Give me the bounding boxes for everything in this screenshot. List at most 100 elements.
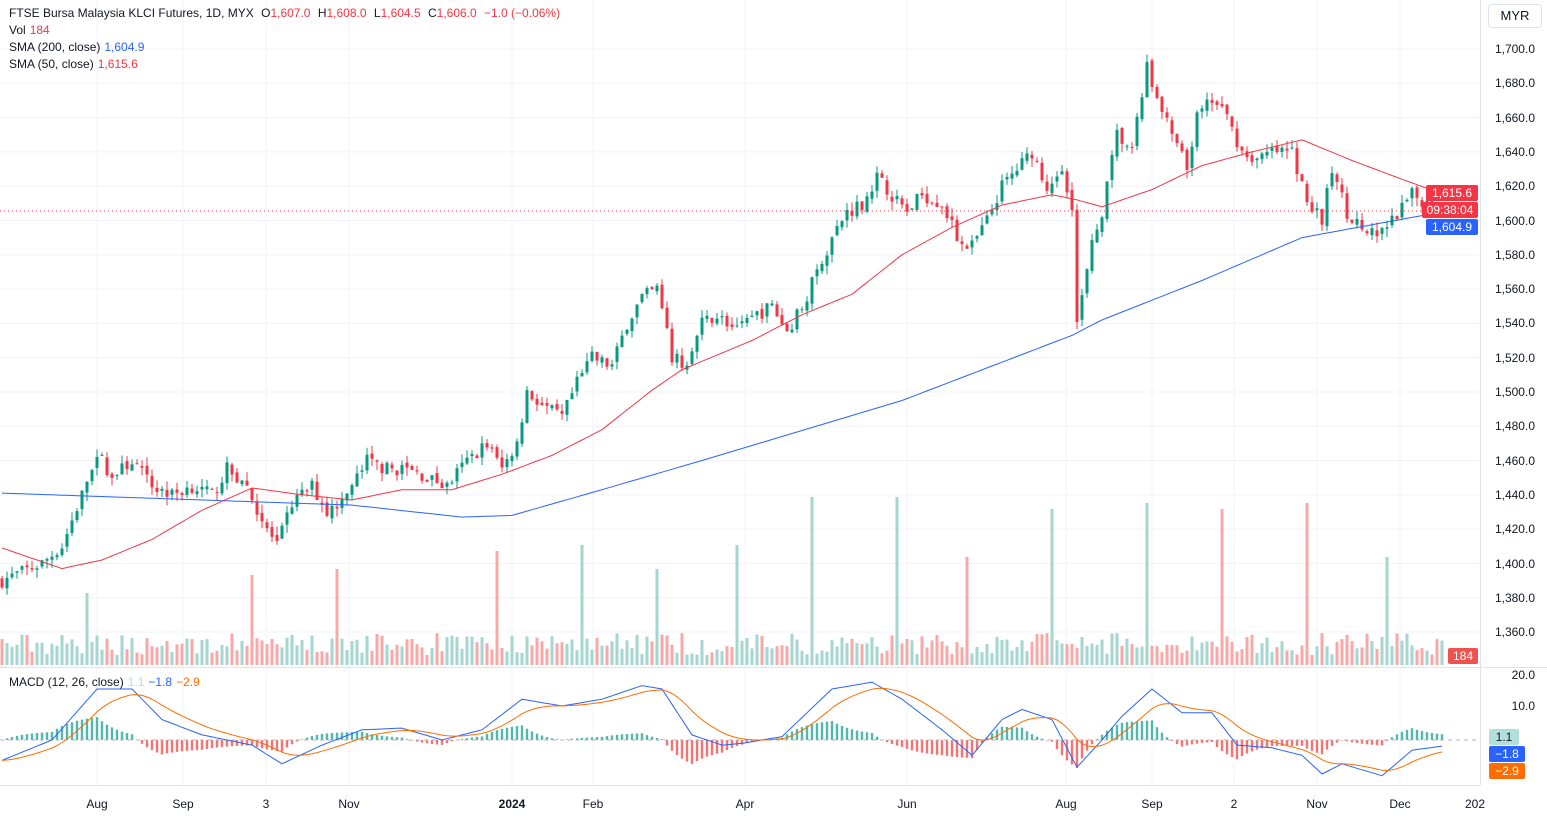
volume-bar — [880, 653, 884, 665]
candle-body — [955, 219, 959, 241]
sma200-label: SMA (200, close) — [9, 40, 101, 54]
volume-bar — [360, 652, 364, 665]
volume-bar — [25, 635, 29, 665]
candle-body — [295, 494, 299, 507]
candle-body — [395, 470, 399, 476]
sma50-legend[interactable]: SMA (50, close) 1,615.6 — [9, 57, 142, 71]
macd-histogram-bar — [1425, 732, 1429, 740]
macd-histogram-bar — [1295, 740, 1299, 746]
volume-bar — [465, 636, 469, 665]
macd-histogram-bar — [65, 723, 69, 740]
volume-bar — [640, 654, 644, 665]
candle-body — [745, 317, 749, 323]
volume-bar — [530, 645, 534, 665]
volume-bar — [270, 638, 274, 665]
macd-histogram-bar — [215, 740, 219, 748]
macd-histogram-bar — [1135, 721, 1139, 740]
volume-bar — [535, 637, 539, 665]
signal-tag: −2.9 — [1489, 763, 1525, 779]
candle-body — [1105, 181, 1109, 219]
volume-bar — [365, 635, 369, 665]
volume-bar — [460, 648, 464, 665]
candle-body — [1110, 155, 1114, 180]
volume-bar — [635, 634, 639, 665]
macd-histogram-bar — [290, 740, 294, 745]
macd-histogram-bar — [1395, 734, 1399, 740]
volume-legend[interactable]: Vol 184 — [9, 23, 54, 37]
macd-histogram-bar — [810, 724, 814, 740]
macd-histogram-bar — [375, 735, 379, 740]
volume-bar — [695, 654, 699, 665]
macd-histogram-bar — [40, 732, 44, 740]
macd-histogram-bar — [1180, 740, 1184, 747]
macd-histogram-bar — [1145, 720, 1149, 740]
candle-body — [1310, 202, 1314, 212]
macd-histogram-bar — [1110, 727, 1114, 740]
macd-histogram-bar — [1210, 740, 1214, 743]
macd-histogram-bar — [295, 740, 299, 742]
price-tick: 1,660.0 — [1494, 110, 1535, 125]
candle-body — [370, 453, 374, 459]
currency-button[interactable]: MYR — [1488, 4, 1542, 28]
candle-body — [30, 568, 34, 570]
volume-bar — [1235, 651, 1239, 665]
candle-body — [1295, 148, 1299, 175]
volume-bar — [545, 648, 549, 665]
candle-body — [355, 473, 359, 487]
volume-bar — [595, 637, 599, 665]
volume-bar — [20, 634, 24, 665]
volume-bar — [585, 638, 589, 665]
macd-histogram-bar — [275, 740, 279, 751]
volume-bar — [895, 497, 899, 665]
volume-bar — [1215, 646, 1219, 665]
candle-body — [95, 456, 99, 468]
volume-bar — [670, 644, 674, 665]
volume-bar — [1440, 640, 1444, 665]
macd-histogram-bar — [705, 740, 709, 757]
macd-histogram-bar — [355, 731, 359, 740]
candle-body — [245, 480, 249, 486]
macd-histogram-bar — [1320, 740, 1324, 755]
candle-body — [655, 285, 659, 292]
volume-bar — [1035, 633, 1039, 665]
volume-bar — [380, 635, 384, 665]
price-tick: 1,480.0 — [1494, 419, 1535, 434]
volume-bar — [775, 646, 779, 665]
volume-bar — [675, 652, 679, 665]
volume-bar — [1095, 644, 1099, 665]
candle-body — [130, 464, 134, 471]
signal-value: −2.9 — [176, 675, 200, 689]
volume-bar — [795, 639, 799, 665]
volume-bar — [485, 643, 489, 665]
macd-histogram-bar — [595, 737, 599, 740]
time-label: Sep — [172, 797, 194, 811]
macd-histogram-bar — [350, 732, 354, 740]
macd-histogram-bar — [475, 736, 479, 740]
volume-bar — [445, 637, 449, 665]
volume-bar — [525, 636, 529, 665]
macd-histogram-bar — [710, 740, 714, 756]
macd-histogram-bar — [1405, 729, 1409, 740]
candle-body — [205, 486, 209, 490]
macd-histogram-bar — [500, 728, 504, 740]
volume-bar — [1370, 641, 1374, 665]
volume-bar — [1335, 642, 1339, 665]
symbol-legend[interactable]: FTSE Bursa Malaysia KLCI Futures, 1D, MY… — [9, 6, 564, 20]
macd-histogram-bar — [95, 717, 99, 740]
volume-bar — [1430, 654, 1434, 665]
macd-histogram-bar — [540, 735, 544, 740]
candle-body — [430, 475, 434, 480]
macd-histogram-bar — [975, 740, 979, 750]
candle-body — [310, 480, 314, 490]
macd-histogram-bar — [1075, 740, 1079, 768]
candle-body — [965, 245, 969, 249]
volume-bar — [810, 497, 814, 665]
volume-bar — [5, 643, 9, 665]
candle-body — [1320, 209, 1324, 225]
macd-legend[interactable]: MACD (12, 26, close) 1.1 −1.8 −2.9 — [9, 675, 204, 689]
candle-body — [220, 482, 224, 494]
candle-body — [705, 315, 709, 319]
volume-bar — [845, 643, 849, 665]
sma200-legend[interactable]: SMA (200, close) 1,604.9 — [9, 40, 148, 54]
